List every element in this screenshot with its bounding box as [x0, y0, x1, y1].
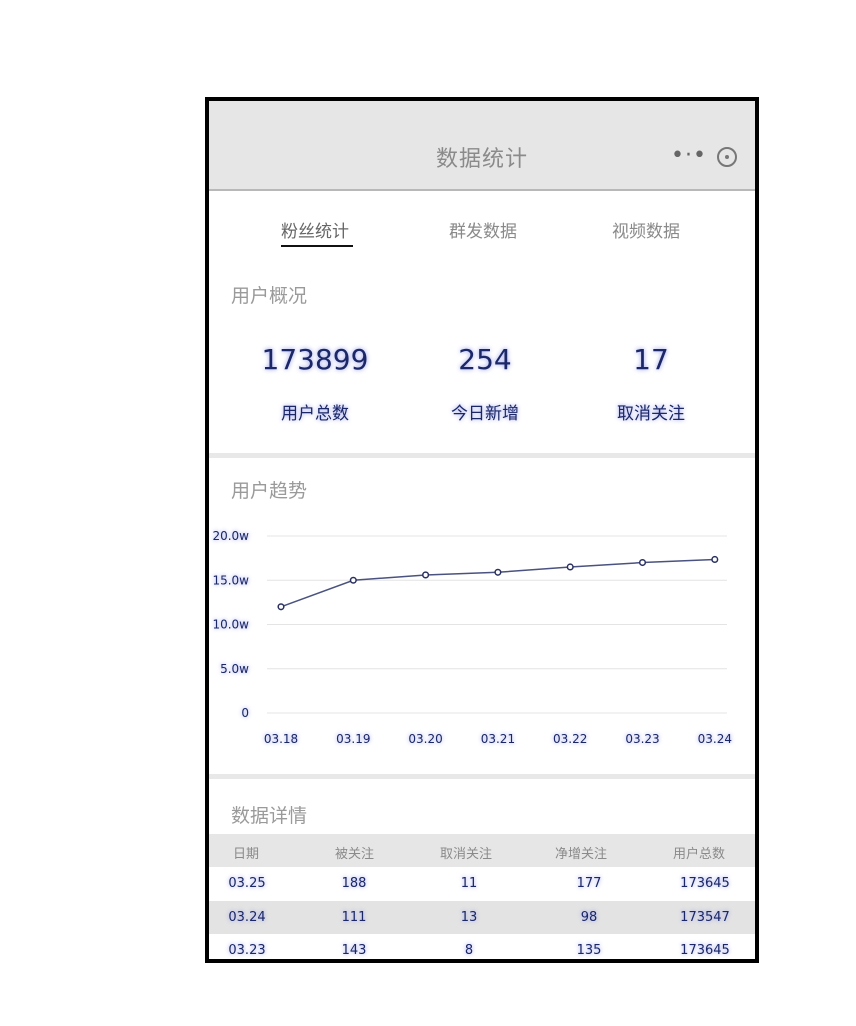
- table-row: 03.23 143 8 135 173645: [209, 934, 755, 959]
- new-today-value: 254: [458, 343, 512, 376]
- y-tick-label: 10.0w: [212, 618, 249, 632]
- col-followed: 被关注: [335, 847, 375, 862]
- cell-unfollowed: 8: [464, 943, 474, 958]
- section-divider: [209, 774, 755, 779]
- cell-date: 03.25: [228, 876, 266, 891]
- unfollow-value: 17: [633, 343, 669, 376]
- cell-followed: 188: [341, 876, 367, 891]
- tab-fans[interactable]: 粉丝统计: [281, 222, 349, 242]
- navigation-bar: 数据统计 •·•: [209, 101, 755, 191]
- tab-video[interactable]: 视频数据: [612, 222, 680, 242]
- cell-net: 98: [580, 910, 598, 925]
- y-tick-label: 0: [241, 706, 249, 720]
- trend-chart: 20.0w 15.0w 10.0w 5.0w 0 03.18 03.19 03.20 03.21…: [212, 529, 732, 746]
- y-tick-label: 5.0w: [220, 662, 249, 676]
- data-point[interactable]: [277, 603, 285, 611]
- data-point[interactable]: [638, 559, 647, 567]
- col-total-users: 用户总数: [673, 847, 726, 862]
- data-point[interactable]: [494, 568, 502, 576]
- col-unfollowed: 取消关注: [440, 847, 493, 862]
- cell-total: 173645: [680, 943, 730, 958]
- x-tick-label: 03.24: [698, 732, 732, 746]
- col-date: 日期: [233, 847, 260, 862]
- series-line: [280, 558, 715, 608]
- cell-net: 135: [576, 943, 602, 958]
- x-tick-label: 03.23: [625, 732, 659, 746]
- tab-bar: 粉丝统计 群发数据 视频数据: [209, 191, 755, 251]
- page-title: 数据统计: [435, 147, 528, 172]
- overview-title: 用户概况: [231, 285, 308, 307]
- tab-broadcast[interactable]: 群发数据: [449, 222, 517, 242]
- x-tick-label: 03.19: [336, 732, 370, 746]
- table-row: 03.25 188 11 177 173645: [209, 867, 755, 900]
- more-icon[interactable]: •·•: [671, 143, 707, 168]
- table-row: 03.24 111 13 98 173547: [209, 901, 755, 934]
- x-tick-label: 03.21: [481, 732, 515, 746]
- x-tick-label: 03.22: [553, 732, 587, 746]
- y-tick-label: 20.0w: [212, 529, 249, 543]
- details-title: 数据详情: [231, 805, 308, 827]
- table-header: 日期 被关注 取消关注 净增关注 用户总数: [209, 834, 755, 867]
- col-net-growth: 净增关注: [555, 847, 608, 862]
- new-today-label: 今日新增: [451, 404, 519, 424]
- cell-total: 173547: [680, 910, 730, 925]
- cell-date: 03.24: [228, 910, 266, 925]
- cell-date: 03.23: [228, 943, 266, 958]
- cell-followed: 143: [341, 943, 367, 958]
- cell-unfollowed: 11: [460, 876, 478, 891]
- phone-frame: 数据统计 •·• 粉丝统计 群发数据 视频数据 用户概况 173899 用户总数…: [205, 97, 759, 963]
- data-point[interactable]: [566, 563, 574, 571]
- y-tick-label: 15.0w: [212, 573, 249, 587]
- total-users-label: 用户总数: [281, 404, 349, 424]
- x-tick-label: 03.20: [408, 732, 442, 746]
- cell-followed: 111: [341, 910, 367, 925]
- cell-net: 177: [576, 876, 602, 891]
- data-point[interactable]: [711, 555, 719, 564]
- close-icon[interactable]: [717, 147, 737, 167]
- trend-title: 用户趋势: [231, 480, 308, 502]
- active-tab-indicator: [281, 245, 353, 247]
- total-users-value: 173899: [261, 343, 369, 376]
- data-point[interactable]: [349, 576, 357, 584]
- cell-unfollowed: 13: [460, 910, 478, 925]
- unfollow-label: 取消关注: [617, 404, 685, 424]
- x-tick-label: 03.18: [264, 732, 298, 746]
- data-point[interactable]: [422, 571, 430, 579]
- section-divider: [209, 453, 755, 458]
- cell-total: 173645: [680, 876, 730, 891]
